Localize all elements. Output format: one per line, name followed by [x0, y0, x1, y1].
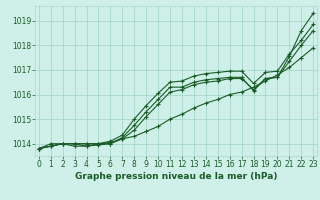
X-axis label: Graphe pression niveau de la mer (hPa): Graphe pression niveau de la mer (hPa): [75, 172, 277, 181]
